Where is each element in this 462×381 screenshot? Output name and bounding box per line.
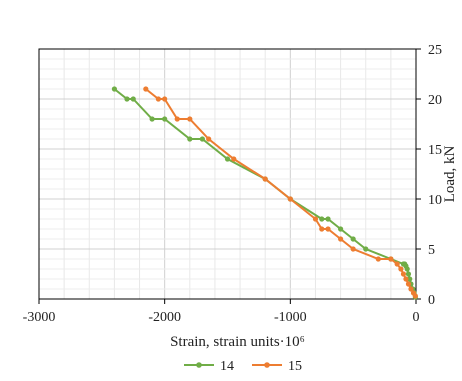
- data-point: [124, 96, 130, 102]
- y-tick-label: 10: [428, 193, 442, 208]
- x-tick-label: -1000: [274, 310, 307, 325]
- x-tick-label: -3000: [23, 310, 56, 325]
- data-point: [350, 236, 356, 242]
- data-point: [350, 246, 356, 252]
- x-tick-labels: -3000 -2000 -1000 0: [23, 299, 420, 325]
- legend: 14 15: [184, 359, 302, 374]
- y-tick-label: 0: [428, 293, 435, 308]
- legend-item-14: 14: [184, 359, 234, 374]
- axes: [38, 48, 417, 300]
- data-point: [408, 286, 414, 292]
- data-point: [149, 116, 155, 122]
- y-tick-label: 5: [428, 243, 435, 258]
- data-point: [338, 226, 344, 232]
- data-point: [130, 96, 136, 102]
- data-point: [206, 136, 212, 142]
- data-point: [407, 276, 413, 282]
- data-point: [363, 246, 369, 252]
- plot-frame: [38, 48, 417, 300]
- data-point: [388, 256, 394, 262]
- data-point: [325, 226, 331, 232]
- legend-swatch-marker: [264, 362, 270, 368]
- data-point: [325, 216, 331, 222]
- data-point: [338, 236, 344, 242]
- data-point: [187, 116, 193, 122]
- data-point: [400, 261, 407, 267]
- data-point: [111, 86, 117, 92]
- data-point: [375, 256, 381, 262]
- legend-swatch-marker: [196, 362, 202, 368]
- data-point: [143, 86, 149, 92]
- x-axis-title: Strain, strain units·10⁶: [170, 334, 305, 350]
- data-point: [162, 96, 168, 102]
- y-tick-label: 20: [428, 93, 442, 108]
- data-point: [319, 226, 325, 232]
- data-point: [410, 290, 417, 296]
- y-axis-title: Load, kN: [442, 146, 458, 203]
- data-point: [174, 116, 180, 122]
- data-point: [224, 156, 231, 162]
- data-point: [199, 136, 205, 142]
- data-point: [405, 281, 412, 287]
- data-point: [394, 261, 400, 267]
- legend-label: 14: [220, 359, 234, 374]
- data-point: [155, 96, 161, 102]
- data-point: [312, 216, 319, 222]
- data-point: [231, 156, 237, 162]
- data-point: [287, 196, 293, 202]
- data-series: [111, 86, 418, 300]
- data-point: [405, 271, 412, 277]
- x-tick-label: 0: [413, 310, 420, 325]
- data-point: [187, 136, 193, 142]
- legend-item-15: 15: [252, 359, 302, 374]
- data-point: [262, 176, 268, 182]
- data-point: [319, 216, 325, 222]
- x-tick-label: -2000: [148, 310, 181, 325]
- legend-label: 15: [288, 359, 302, 374]
- data-point: [400, 271, 407, 277]
- data-point: [403, 276, 409, 282]
- y-tick-label: 25: [428, 43, 442, 58]
- data-point: [398, 266, 404, 272]
- y-tick-label: 15: [428, 143, 442, 158]
- data-point: [162, 116, 168, 122]
- series-15: [143, 86, 418, 299]
- y-tick-labels: 0 5 10 15 20 25: [416, 43, 442, 308]
